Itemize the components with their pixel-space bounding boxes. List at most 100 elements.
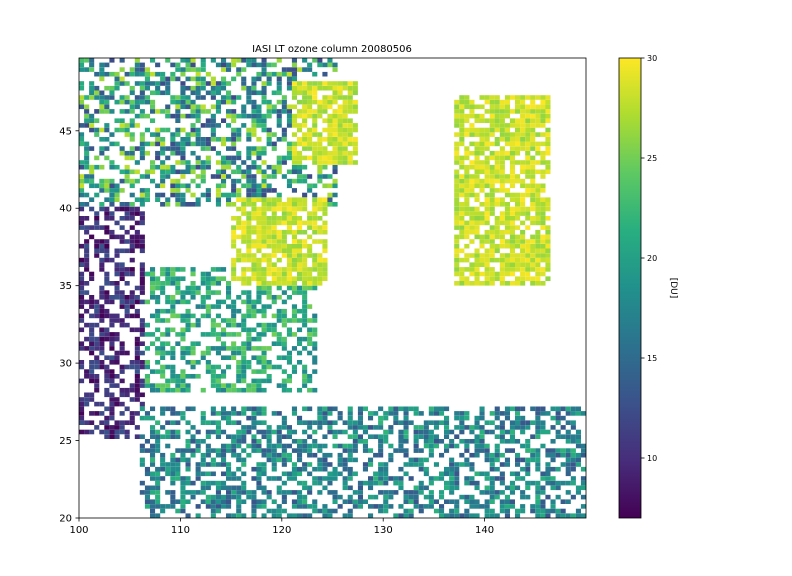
heatmap-cell bbox=[79, 281, 85, 286]
heatmap-cell bbox=[312, 508, 318, 514]
heatmap-cell bbox=[241, 369, 247, 374]
heatmap-cell bbox=[175, 429, 181, 435]
heatmap-cell bbox=[342, 81, 348, 86]
heatmap-cell bbox=[200, 490, 206, 495]
heatmap-cell bbox=[413, 411, 419, 416]
heatmap-cell bbox=[180, 355, 186, 360]
heatmap-cell bbox=[139, 290, 145, 295]
heatmap-cell bbox=[484, 220, 490, 226]
heatmap-cell bbox=[104, 155, 110, 161]
heatmap-cell bbox=[504, 123, 510, 128]
heatmap-cell bbox=[104, 127, 110, 133]
heatmap-cell bbox=[119, 109, 125, 114]
heatmap-cell bbox=[200, 462, 206, 467]
heatmap-cell bbox=[509, 504, 515, 509]
heatmap-cell bbox=[378, 508, 384, 514]
heatmap-cell bbox=[79, 295, 85, 300]
heatmap-cell bbox=[119, 267, 125, 272]
heatmap-cell bbox=[286, 434, 292, 439]
heatmap-cell bbox=[170, 504, 176, 509]
heatmap-cell bbox=[286, 220, 292, 226]
heatmap-cell bbox=[459, 281, 465, 286]
heatmap-cell bbox=[139, 378, 145, 384]
heatmap-cell bbox=[484, 127, 490, 133]
heatmap-cell bbox=[352, 85, 358, 91]
heatmap-cell bbox=[525, 188, 531, 193]
chart-title: IASI LT ozone column 20080506 bbox=[252, 44, 412, 55]
heatmap-cell bbox=[327, 95, 333, 100]
heatmap-cell bbox=[580, 480, 586, 486]
heatmap-cell bbox=[535, 262, 541, 267]
heatmap-cell bbox=[215, 434, 221, 439]
heatmap-cell bbox=[175, 169, 181, 175]
heatmap-cell bbox=[139, 262, 145, 267]
heatmap-cell bbox=[129, 137, 135, 142]
heatmap-cell bbox=[99, 146, 105, 151]
heatmap-cell bbox=[119, 299, 125, 305]
heatmap-cell bbox=[246, 257, 252, 263]
heatmap-cell bbox=[570, 439, 576, 444]
heatmap-cell bbox=[231, 178, 237, 184]
heatmap-cell bbox=[504, 127, 510, 133]
heatmap-cell bbox=[342, 118, 348, 123]
heatmap-cell bbox=[165, 387, 171, 393]
heatmap-cell bbox=[185, 137, 191, 142]
heatmap-cell bbox=[241, 113, 247, 119]
heatmap-cell bbox=[155, 346, 161, 351]
heatmap-cell bbox=[540, 239, 546, 244]
heatmap-cell bbox=[79, 220, 85, 226]
heatmap-cell bbox=[322, 508, 328, 514]
heatmap-cell bbox=[185, 439, 191, 444]
heatmap-cell bbox=[291, 262, 297, 267]
heatmap-cell bbox=[504, 225, 510, 230]
heatmap-cell bbox=[459, 202, 465, 207]
heatmap-cell bbox=[489, 243, 495, 249]
heatmap-cell bbox=[144, 76, 150, 82]
heatmap-cell bbox=[281, 452, 287, 458]
colorbar-tick-label: 10 bbox=[647, 454, 657, 463]
heatmap-cell bbox=[175, 95, 181, 100]
heatmap-cell bbox=[535, 234, 541, 240]
heatmap-cell bbox=[134, 387, 140, 393]
heatmap-cell bbox=[231, 99, 237, 105]
heatmap-cell bbox=[312, 332, 318, 337]
heatmap-cell bbox=[525, 480, 531, 486]
heatmap-cell bbox=[413, 434, 419, 439]
heatmap-cell bbox=[266, 188, 272, 193]
heatmap-cell bbox=[312, 220, 318, 226]
heatmap-cell bbox=[124, 81, 130, 86]
heatmap-cell bbox=[484, 155, 490, 161]
heatmap-cell bbox=[398, 480, 404, 486]
heatmap-cell bbox=[139, 174, 145, 179]
heatmap-cell bbox=[79, 257, 85, 263]
heatmap-cell bbox=[89, 58, 95, 63]
heatmap-cell bbox=[170, 99, 176, 105]
heatmap-cell bbox=[109, 178, 115, 184]
heatmap-cell bbox=[286, 109, 292, 114]
heatmap-cell bbox=[210, 508, 216, 514]
heatmap-cell bbox=[119, 318, 125, 323]
heatmap-cell bbox=[99, 76, 105, 82]
heatmap-cells bbox=[79, 58, 586, 518]
heatmap-cell bbox=[545, 513, 551, 518]
heatmap-cell bbox=[530, 188, 536, 193]
heatmap-cell bbox=[210, 406, 216, 412]
heatmap-cell bbox=[231, 383, 237, 388]
heatmap-cell bbox=[89, 295, 95, 300]
heatmap-cell bbox=[170, 271, 176, 277]
heatmap-cell bbox=[459, 174, 465, 179]
heatmap-cell bbox=[104, 364, 110, 370]
heatmap-cell bbox=[362, 425, 368, 430]
heatmap-cell bbox=[469, 188, 475, 193]
heatmap-cell bbox=[261, 211, 267, 216]
heatmap-cell bbox=[368, 448, 374, 453]
heatmap-cell bbox=[332, 490, 338, 495]
heatmap-cell bbox=[499, 257, 505, 263]
heatmap-cell bbox=[256, 406, 262, 412]
heatmap-cell bbox=[170, 137, 176, 142]
heatmap-cell bbox=[241, 425, 247, 430]
heatmap-cell bbox=[337, 429, 343, 435]
heatmap-cell bbox=[215, 160, 221, 165]
heatmap-cell bbox=[312, 341, 318, 346]
heatmap-cell bbox=[469, 206, 475, 212]
